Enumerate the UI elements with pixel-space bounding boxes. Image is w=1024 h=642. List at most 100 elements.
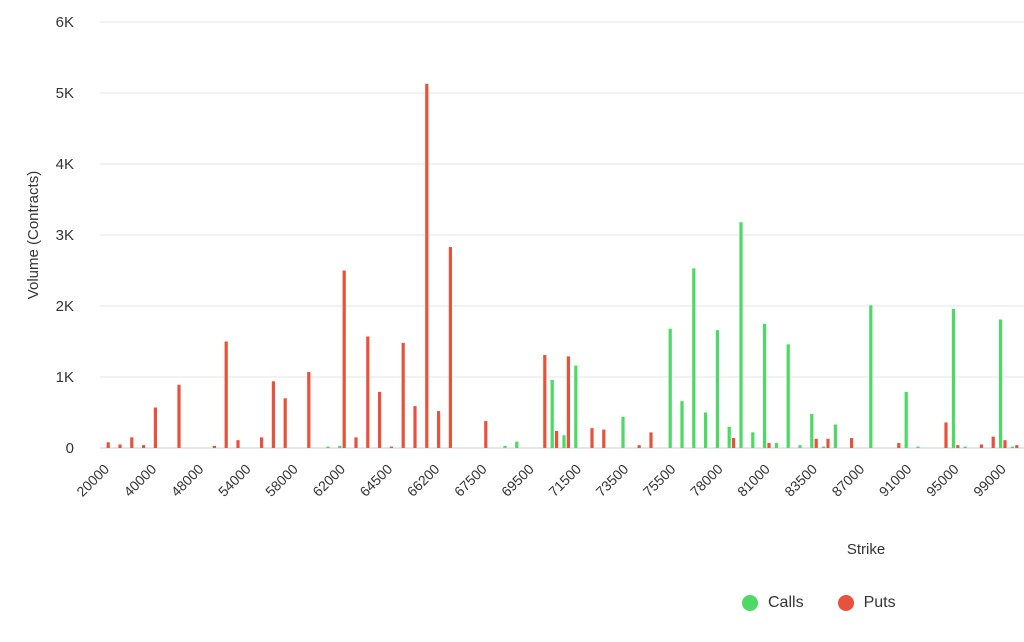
bar-puts[interactable] — [260, 437, 264, 448]
bar-calls[interactable] — [822, 446, 826, 448]
legend-label-puts: Puts — [863, 594, 896, 611]
y-tick-label: 0 — [66, 440, 74, 457]
x-tick-label: 75500 — [640, 461, 679, 500]
gridlines — [100, 21, 1024, 449]
bar-puts[interactable] — [850, 438, 854, 448]
bar-calls[interactable] — [810, 413, 814, 448]
bar-calls[interactable] — [763, 323, 767, 448]
bar-puts[interactable] — [437, 411, 441, 448]
bar-puts[interactable] — [177, 384, 181, 448]
bar-calls[interactable] — [739, 222, 743, 448]
bar-calls[interactable] — [326, 446, 330, 448]
x-tick-label: 73500 — [592, 461, 631, 500]
bar-calls[interactable] — [680, 401, 684, 448]
bar-calls[interactable] — [751, 432, 755, 448]
bar-puts[interactable] — [732, 438, 736, 448]
y-tick-label: 5K — [56, 85, 74, 102]
bar-puts[interactable] — [425, 83, 429, 449]
bar-calls[interactable] — [798, 445, 802, 448]
bar-puts[interactable] — [448, 247, 452, 448]
bar-calls[interactable] — [503, 445, 507, 448]
x-tick-label: 87000 — [828, 461, 867, 500]
bar-calls[interactable] — [904, 391, 908, 448]
bar-calls[interactable] — [999, 319, 1003, 448]
bar-puts[interactable] — [118, 444, 122, 448]
bar-puts[interactable] — [224, 341, 228, 449]
bar-calls[interactable] — [963, 446, 967, 448]
bar-puts[interactable] — [602, 429, 606, 448]
y-tick-label: 4K — [56, 156, 74, 173]
bar-puts[interactable] — [236, 440, 240, 448]
bar-calls[interactable] — [621, 416, 625, 448]
bar-puts[interactable] — [767, 443, 771, 448]
bar-puts[interactable] — [944, 422, 948, 448]
bar-calls[interactable] — [515, 441, 519, 448]
legend-marker-calls — [742, 595, 758, 611]
x-axis-ticks: 20000 40000 48000 54000 58000 62000 64500 66200… — [73, 461, 1009, 500]
bar-puts[interactable] — [1003, 440, 1007, 448]
x-tick-label: 69500 — [498, 461, 537, 500]
bar-puts[interactable] — [590, 428, 594, 448]
bar-puts[interactable] — [413, 406, 417, 448]
x-tick-label: 95000 — [923, 461, 962, 500]
bar-puts[interactable] — [897, 443, 901, 448]
bar-puts[interactable] — [271, 381, 275, 448]
bar-calls[interactable] — [833, 424, 837, 448]
bar-puts[interactable] — [814, 438, 818, 448]
bar-calls[interactable] — [786, 344, 790, 448]
bar-puts[interactable] — [366, 336, 370, 448]
bar-calls[interactable] — [562, 435, 566, 448]
bar-puts[interactable] — [555, 430, 559, 448]
bar-puts[interactable] — [283, 398, 287, 448]
bar-puts[interactable] — [826, 438, 830, 448]
bar-puts[interactable] — [212, 445, 216, 448]
bar-calls[interactable] — [668, 328, 672, 448]
bar-puts[interactable] — [637, 445, 641, 448]
y-tick-label: 3K — [56, 227, 74, 244]
bar-puts[interactable] — [153, 407, 157, 448]
x-tick-label: 54000 — [215, 461, 254, 500]
bar-puts[interactable] — [401, 342, 405, 448]
bar-puts[interactable] — [484, 421, 488, 448]
bar-puts[interactable] — [649, 432, 653, 448]
bar-calls[interactable] — [869, 305, 873, 448]
x-tick-label: 99000 — [970, 461, 1009, 500]
x-tick-label: 64500 — [356, 461, 395, 500]
bar-puts[interactable] — [991, 436, 995, 448]
bar-calls[interactable] — [727, 426, 731, 448]
x-tick-label: 62000 — [309, 461, 348, 500]
bar-puts[interactable] — [543, 354, 547, 448]
y-axis-title: Volume (Contracts) — [25, 171, 42, 299]
bar-puts[interactable] — [130, 437, 134, 448]
bar-calls[interactable] — [774, 443, 778, 448]
bar-puts[interactable] — [1015, 445, 1019, 448]
bar-calls[interactable] — [574, 365, 578, 448]
bar-puts[interactable] — [979, 444, 983, 448]
bars — [106, 83, 1019, 449]
x-tick-label: 67500 — [451, 461, 490, 500]
bar-puts[interactable] — [106, 442, 110, 448]
bar-puts[interactable] — [378, 391, 382, 448]
bar-calls[interactable] — [916, 446, 920, 448]
bar-calls[interactable] — [338, 445, 342, 448]
bar-calls[interactable] — [951, 308, 955, 448]
y-tick-label: 1K — [56, 369, 74, 386]
bar-puts[interactable] — [956, 445, 960, 448]
legend: Calls Puts — [742, 594, 896, 612]
bar-calls[interactable] — [704, 412, 708, 449]
bar-puts[interactable] — [307, 372, 311, 448]
x-tick-label: 58000 — [262, 461, 301, 500]
x-tick-label: 78000 — [687, 461, 726, 500]
bar-calls[interactable] — [550, 379, 554, 448]
legend-item-puts[interactable]: Puts — [837, 594, 896, 612]
bar-puts[interactable] — [354, 437, 358, 448]
bar-puts[interactable] — [342, 270, 346, 449]
bar-puts[interactable] — [389, 446, 393, 448]
legend-item-calls[interactable]: Calls — [742, 594, 804, 612]
bar-calls[interactable] — [692, 268, 696, 448]
bar-calls[interactable] — [715, 330, 719, 448]
bar-puts[interactable] — [566, 356, 570, 448]
bar-calls[interactable] — [1010, 446, 1014, 448]
bar-puts[interactable] — [142, 445, 146, 448]
